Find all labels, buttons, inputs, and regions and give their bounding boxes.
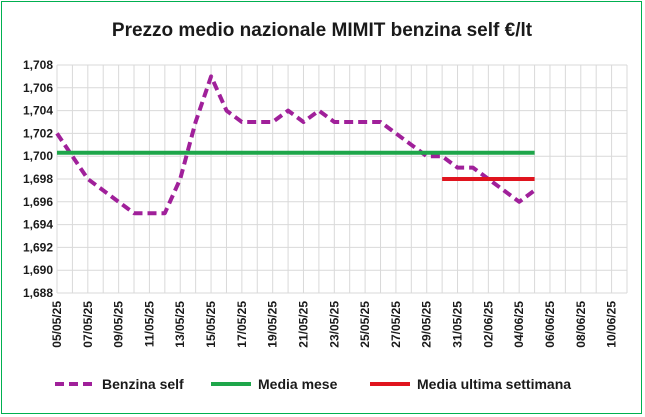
series-line-1 — [55, 74, 536, 216]
x-tick-label: 17/05/25 — [235, 301, 249, 348]
x-tick-label: 02/06/25 — [481, 301, 495, 348]
x-tick-label: 04/06/25 — [512, 301, 526, 348]
x-tick-label: 09/05/25 — [112, 301, 126, 348]
y-tick-label: 1,694 — [23, 218, 53, 232]
y-tick-label: 1,700 — [23, 149, 53, 163]
x-tick-label: 27/05/25 — [389, 301, 403, 348]
chart-title: Prezzo medio nazionale MIMIT benzina sel… — [112, 20, 533, 41]
x-tick-label: 10/06/25 — [605, 301, 619, 348]
grid — [56, 64, 628, 294]
x-axis-ticks: 05/05/25 07/05/25 09/05/25 11/05/25 13/05/25… — [50, 301, 619, 348]
y-axis-ticks: 1,688 1,690 1,692 1,694 1,696 1,698 1,700 1,702… — [23, 58, 53, 300]
legend-label-2: Media mese — [258, 376, 338, 392]
x-tick-label: 08/06/25 — [574, 301, 588, 348]
x-tick-label: 19/05/25 — [266, 301, 280, 348]
y-tick-label: 1,704 — [23, 104, 53, 118]
legend: Benzina self Media mese Media ultima setti… — [55, 376, 571, 392]
x-tick-label: 07/05/25 — [81, 301, 95, 348]
y-tick-label: 1,706 — [23, 81, 53, 95]
x-tick-label: 11/05/25 — [142, 301, 156, 347]
legend-label-3: Media ultima settimana — [417, 376, 571, 392]
y-tick-label: 1,708 — [23, 58, 53, 72]
x-tick-label: 15/05/25 — [204, 301, 218, 348]
x-tick-label: 31/05/25 — [451, 301, 465, 348]
x-tick-label: 23/05/25 — [327, 301, 341, 348]
series — [55, 74, 536, 216]
legend-label-1: Benzina self — [102, 376, 184, 392]
y-tick-label: 1,688 — [23, 286, 53, 300]
y-tick-label: 1,690 — [23, 263, 53, 277]
x-tick-label: 06/06/25 — [543, 301, 557, 348]
x-tick-label: 21/05/25 — [296, 301, 310, 348]
x-tick-label: 25/05/25 — [358, 301, 372, 348]
x-tick-label: 29/05/25 — [420, 301, 434, 348]
y-tick-label: 1,696 — [23, 195, 53, 209]
y-tick-label: 1,702 — [23, 126, 53, 140]
x-tick-label: 13/05/25 — [173, 301, 187, 348]
x-tick-label: 05/05/25 — [50, 301, 64, 348]
y-tick-label: 1,692 — [23, 240, 53, 254]
y-tick-label: 1,698 — [23, 172, 53, 186]
